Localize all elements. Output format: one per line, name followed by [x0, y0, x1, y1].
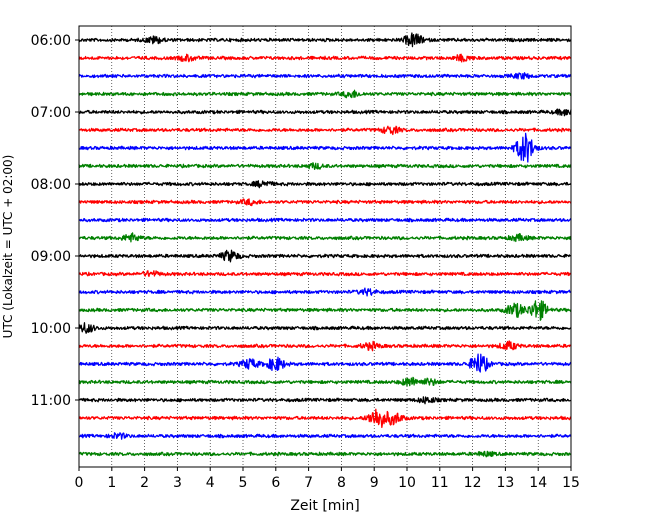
x-axis: 0 1 2 3 4 5 6 7 8 9 10 11 12 13 14 15: [75, 467, 580, 491]
seismic-trace: [78, 53, 572, 63]
x-tick-label: 14: [529, 475, 547, 491]
x-tick-label: 9: [370, 475, 379, 491]
seismic-trace: [78, 450, 572, 458]
x-tick-label: 1: [107, 475, 116, 491]
seismic-trace: [78, 162, 572, 171]
seismic-trace: [78, 72, 572, 80]
x-tick-label: 5: [239, 475, 248, 491]
y-tick-label: 06:00: [31, 33, 71, 49]
seismic-trace: [78, 249, 572, 263]
y-axis-label: UTC (Lokalzeit = UTC + 02:00): [1, 155, 15, 339]
plot-frame: [78, 25, 572, 468]
seismic-trace: [78, 108, 572, 117]
seismic-trace: [78, 287, 572, 297]
x-tick-label: 8: [337, 475, 346, 491]
x-tick-label: 6: [271, 475, 280, 491]
x-tick-label: 11: [431, 475, 449, 491]
seismic-trace: [78, 217, 572, 223]
x-tick-label: 4: [206, 475, 215, 491]
seismic-trace: [78, 180, 572, 189]
x-tick-label: 0: [75, 475, 84, 491]
y-tick-label: 11:00: [31, 393, 71, 409]
trace-group: [78, 32, 572, 458]
seismic-trace: [78, 396, 572, 405]
y-axis: 06:00 07:00 08:00 09:00 10:00 11:00: [31, 33, 79, 409]
seismic-trace: [78, 408, 572, 429]
seismic-trace: [78, 232, 572, 243]
y-tick-label: 07:00: [31, 105, 71, 121]
seismic-trace: [78, 125, 572, 136]
x-tick-label: 12: [464, 475, 482, 491]
x-tick-label: 10: [398, 475, 416, 491]
x-tick-label: 3: [173, 475, 182, 491]
seismic-trace: [78, 270, 572, 278]
seismic-trace: [78, 32, 572, 48]
x-tick-label: 2: [140, 475, 149, 491]
seismic-trace: [78, 300, 572, 321]
x-axis-label: Zeit [min]: [290, 498, 359, 514]
seismic-trace: [78, 340, 572, 352]
seismic-trace: [78, 432, 572, 440]
x-tick-label: 13: [496, 475, 514, 491]
y-tick-label: 10:00: [31, 321, 71, 337]
seismic-trace: [78, 198, 572, 207]
x-tick-label: 15: [562, 475, 580, 491]
seismic-trace: [78, 353, 572, 373]
y-tick-label: 09:00: [31, 249, 71, 265]
x-tick-label: 7: [304, 475, 313, 491]
y-tick-label: 08:00: [31, 177, 71, 193]
seismic-trace: [78, 89, 572, 99]
seismic-trace: [78, 376, 572, 387]
seismic-trace: [78, 132, 572, 163]
seismic-trace: [78, 322, 572, 334]
